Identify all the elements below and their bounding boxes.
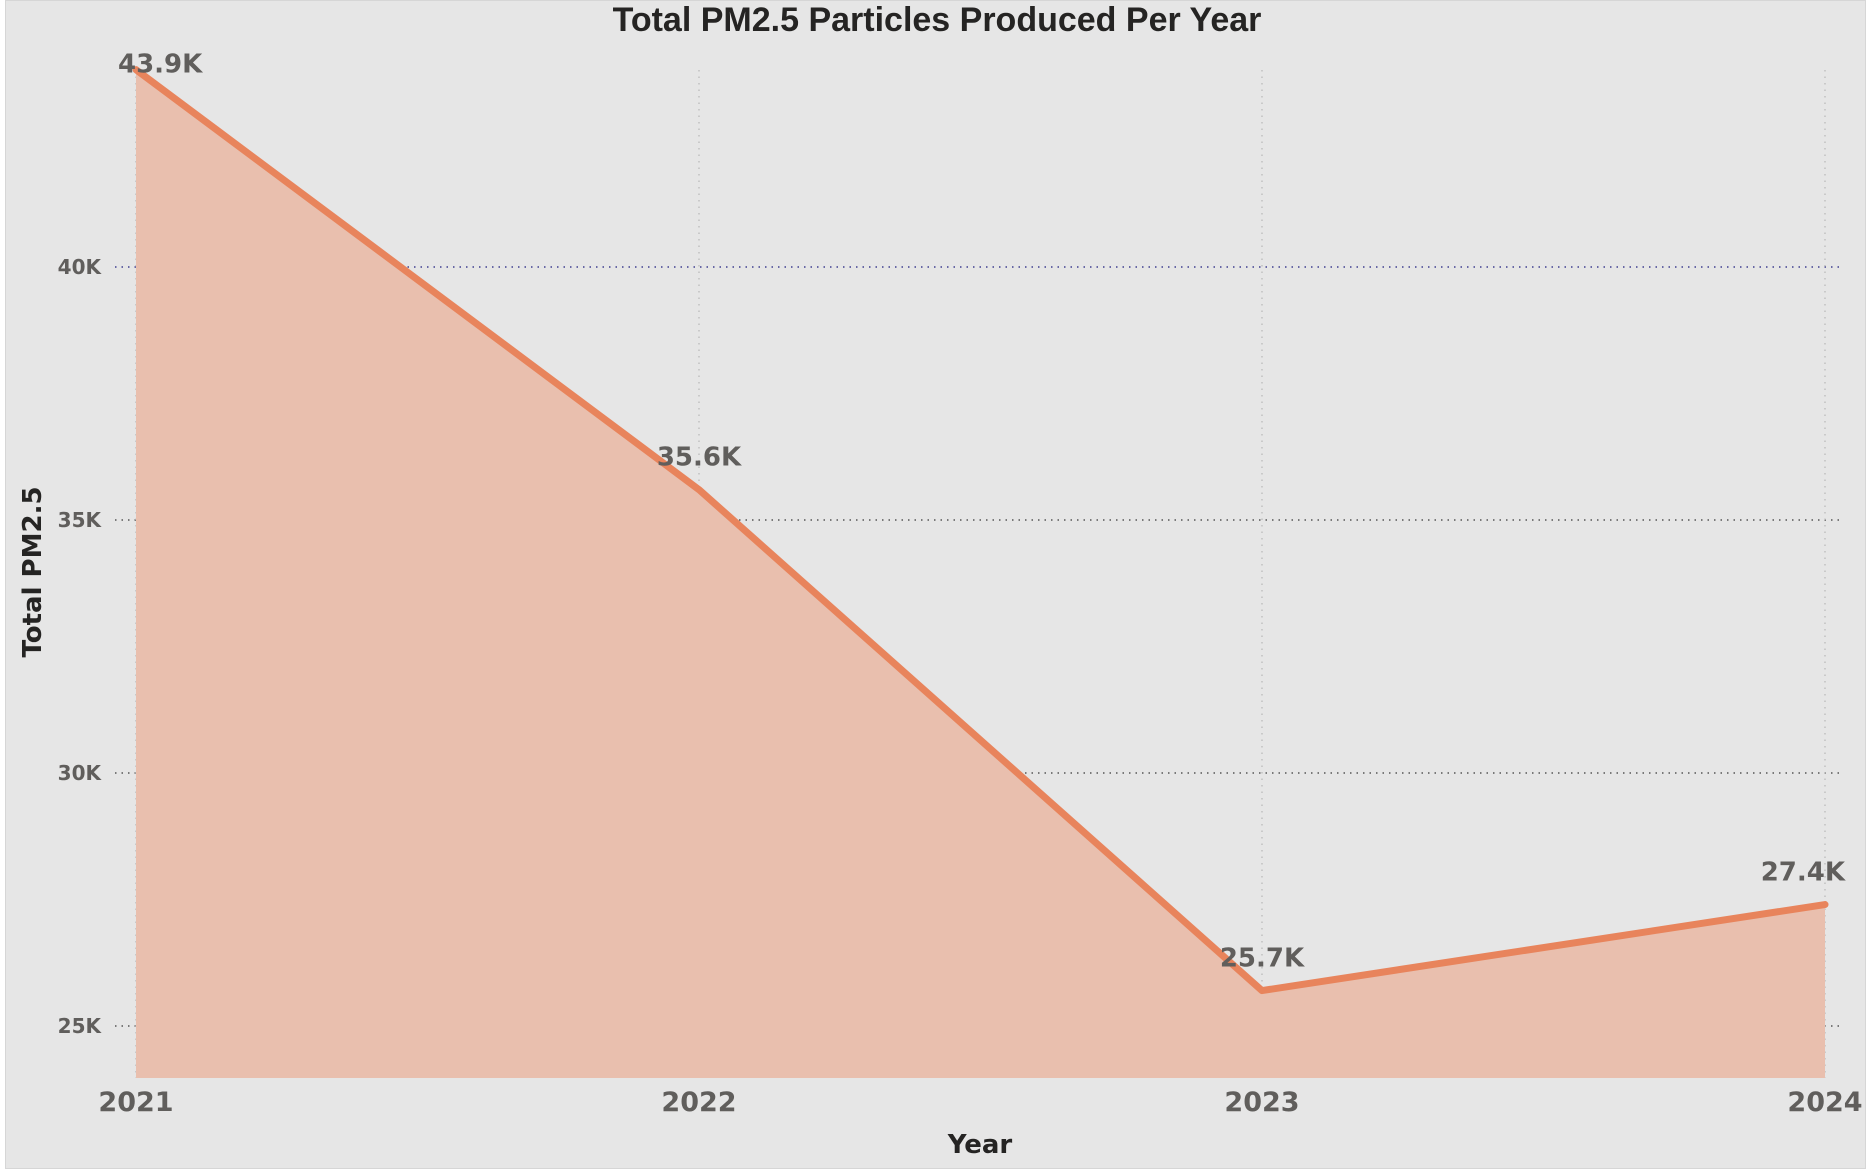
x-tick-label: 2022 <box>661 1087 736 1118</box>
area-series <box>132 66 1829 1078</box>
area-fill <box>136 69 1825 1078</box>
x-axis-title: Year <box>947 1130 1013 1160</box>
y-tick-label: 35K <box>58 508 103 532</box>
data-label: 35.6K <box>657 443 742 473</box>
x-tick-label: 2021 <box>98 1087 173 1118</box>
y-axis-title: Total PM2.5 <box>18 486 48 657</box>
data-label: 43.9K <box>118 50 203 80</box>
series-line <box>132 66 1829 995</box>
y-tick-label: 25K <box>58 1014 103 1038</box>
data-labels: 43.9K 35.6K 25.7K 27.4K <box>118 50 1846 974</box>
data-label: 27.4K <box>1761 858 1846 888</box>
x-axis-ticks: 2021 2022 2023 2024 <box>98 1087 1862 1118</box>
x-tick-label: 2023 <box>1224 1087 1299 1118</box>
x-tick-label: 2024 <box>1787 1087 1862 1118</box>
chart-title: Total PM2.5 Particles Produced Per Year <box>613 1 1262 39</box>
data-label: 25.7K <box>1220 944 1305 974</box>
y-tick-label: 30K <box>58 761 103 785</box>
y-tick-label: 40K <box>58 255 103 279</box>
y-axis-ticks: 25K 30K 35K 40K <box>58 255 103 1038</box>
